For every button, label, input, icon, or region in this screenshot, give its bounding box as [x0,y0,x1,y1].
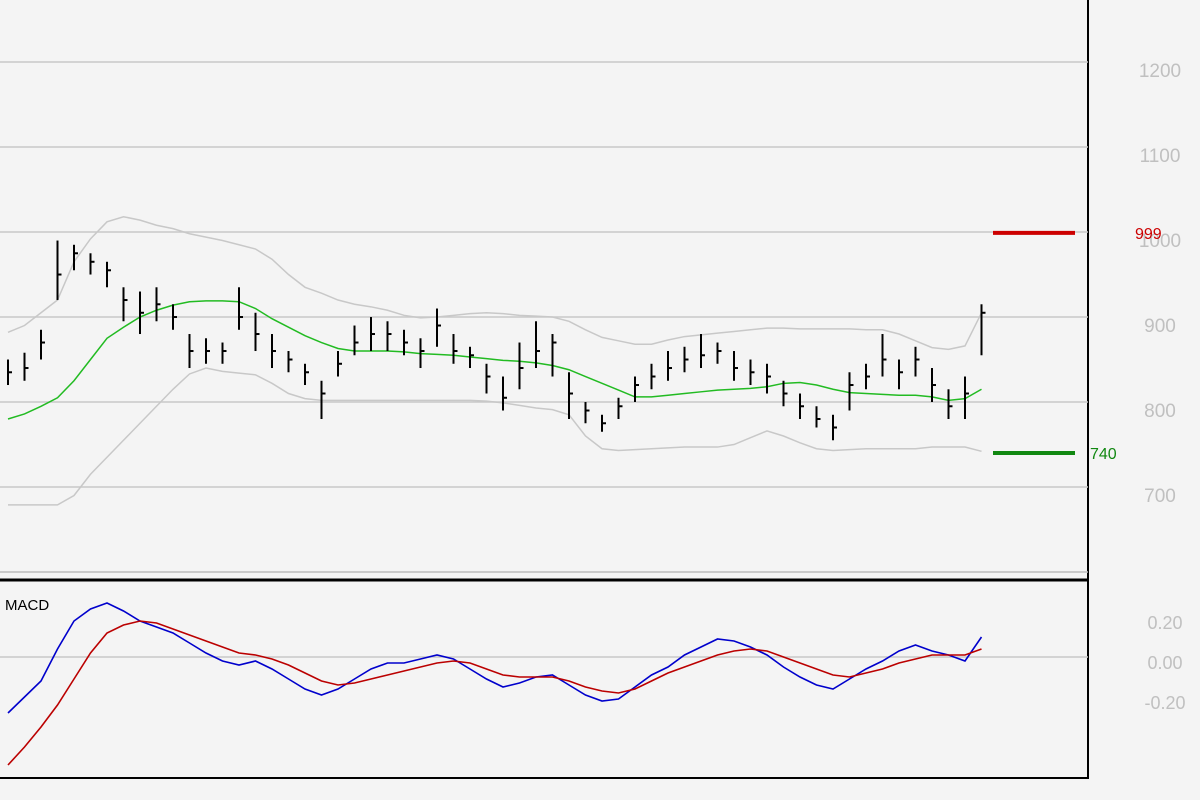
y-tick-label: -0.20 [1144,693,1185,713]
line [7,300,982,420]
y-tick-label: 1200 [1139,61,1181,82]
y-tick-label: 1100 [1140,146,1181,167]
y-tick-label: 1000 [1139,231,1181,252]
y-tick-label: 0.00 [1147,653,1182,673]
y-tick-label: 900 [1144,316,1176,337]
y-tick-label: 700 [1144,486,1176,507]
y-tick-label: 0.20 [1147,613,1182,633]
line [7,215,983,351]
level-label: 740 [1090,446,1117,463]
line [7,620,982,766]
line [7,602,983,714]
level-label: 999 [1135,226,1162,243]
line [8,367,982,506]
y-tick-label: 800 [1144,401,1176,422]
macd-title: MACD [5,597,49,614]
